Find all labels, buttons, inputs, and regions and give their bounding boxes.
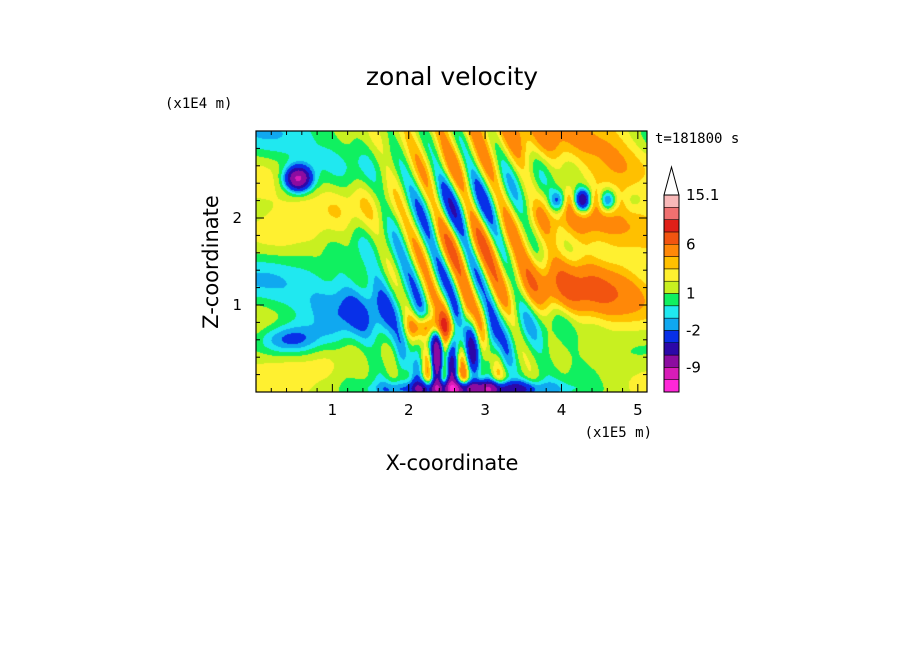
time-label: t=181800 s: [655, 131, 739, 147]
x-tick-labels: 1 2 3 4 5: [328, 401, 643, 419]
colorbar-swatch: [663, 219, 680, 233]
chart-title: zonal velocity: [366, 62, 538, 91]
colorbar-swatch: [663, 268, 680, 282]
colorbar-swatch: [663, 256, 680, 270]
colorbar-swatch: [663, 305, 680, 319]
x-tick-label: 3: [480, 401, 490, 419]
colorbar-swatch: [663, 207, 680, 220]
x-tick-label: 5: [633, 401, 643, 419]
x-tick-label: 1: [328, 401, 338, 419]
colorbar-swatch: [663, 194, 680, 208]
colorbar-swatch: [663, 379, 680, 393]
x-unit-label: (x1E5 m): [585, 425, 652, 441]
y-axis-label: Z-coordinate: [199, 195, 223, 329]
x-axis-label: X-coordinate: [386, 451, 519, 475]
colorbar-extend-arrow: [663, 165, 680, 196]
colorbar-swatch: [663, 342, 680, 356]
y-unit-label: (x1E4 m): [165, 96, 232, 112]
colorbar-swatch: [663, 231, 680, 245]
contour-field: [256, 131, 647, 392]
plot-area: [255, 130, 648, 393]
y-tick-label: 2: [232, 209, 242, 227]
colorbar-swatch: [663, 354, 680, 368]
colorbar-label: 15.1: [686, 186, 719, 204]
colorbar-frame: [663, 194, 680, 393]
colorbar-swatch: [663, 330, 680, 343]
colorbar-swatch: [663, 317, 680, 331]
colorbar-swatch: [663, 293, 680, 307]
x-tick-label: 2: [404, 401, 414, 419]
colorbar-label: -2: [686, 321, 701, 339]
colorbar-swatch: [663, 280, 680, 294]
x-tick-label: 4: [557, 401, 567, 419]
y-tick-label: 1: [232, 296, 242, 314]
axis-ticks: [256, 131, 647, 392]
colorbar-label: 6: [686, 235, 696, 253]
colorbar: 15.1 6 1 -2 -9: [663, 165, 719, 393]
colorbar-label: 1: [686, 285, 696, 303]
colorbar-swatch: [663, 244, 680, 257]
colorbar-swatch: [663, 367, 680, 380]
y-tick-labels: 12: [232, 209, 242, 314]
colorbar-label: -9: [686, 358, 701, 376]
plot-frame: [255, 130, 648, 393]
